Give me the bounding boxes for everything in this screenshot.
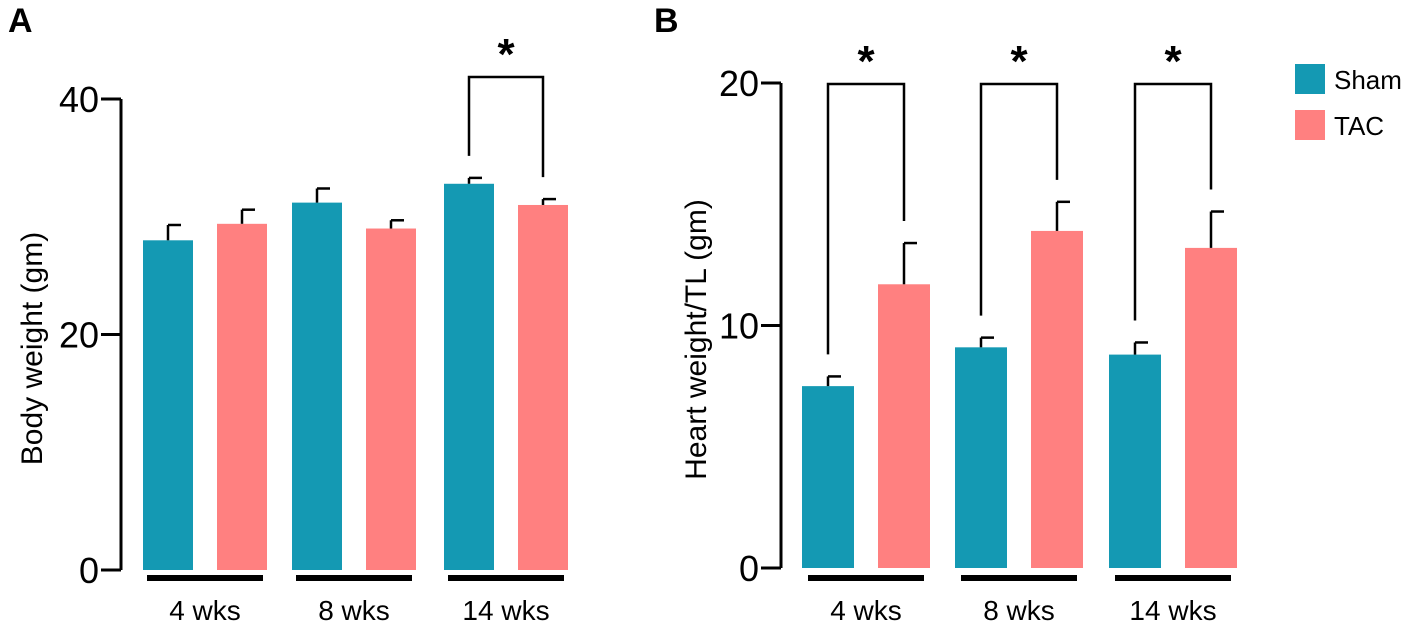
x-group-label: 4 wks <box>830 595 902 623</box>
panel-letter: B <box>654 2 679 40</box>
bar-tac <box>878 284 930 568</box>
y-tick-label: 0 <box>79 550 99 591</box>
panel-a: A 0 20 40 Body weight (gm) 4 wks 8 wks 14 wks * <box>8 2 568 623</box>
y-tick-label: 0 <box>739 548 759 589</box>
x-group-label: 14 wks <box>1129 595 1216 623</box>
bar-sham <box>444 183 494 570</box>
legend-label-tac: TAC <box>1334 111 1384 141</box>
y-tick-label: 20 <box>719 63 759 104</box>
significance-star: * <box>857 37 875 86</box>
bar-tac <box>1031 230 1083 569</box>
y-tick-label: 40 <box>59 79 99 120</box>
x-group-label: 14 wks <box>462 595 549 623</box>
bar-sham <box>292 202 342 570</box>
significance-star: * <box>1010 37 1028 86</box>
significance-bracket <box>1133 82 1213 321</box>
x-group-label: 8 wks <box>983 595 1055 623</box>
bar-sham <box>955 347 1007 568</box>
bar-sham <box>802 386 854 568</box>
x-group-label: 8 wks <box>318 595 390 623</box>
legend-swatch-sham <box>1295 64 1325 94</box>
bar-tac <box>518 204 568 570</box>
y-axis-title: Body weight (gm) <box>16 232 49 465</box>
significance-bracket <box>467 75 545 178</box>
bar-tac <box>1185 247 1237 568</box>
legend-swatch-tac <box>1295 110 1325 140</box>
y-tick-label: 20 <box>59 315 99 356</box>
x-group-label: 4 wks <box>169 595 241 623</box>
panel-b: B 0 10 20 Heart weight/TL (gm) 4 wks * 8 wks * 14… <box>654 2 1237 623</box>
panel-letter: A <box>8 2 33 40</box>
significance-star: * <box>1164 37 1182 86</box>
y-tick-label: 10 <box>719 306 759 347</box>
legend: Sham TAC <box>1295 64 1402 141</box>
bar-tac <box>217 223 267 570</box>
legend-label-sham: Sham <box>1334 65 1402 95</box>
significance-bracket <box>979 82 1059 316</box>
significance-star: * <box>497 30 515 79</box>
bar-tac <box>366 228 416 570</box>
significance-bracket <box>826 82 906 355</box>
bar-sham <box>143 240 193 571</box>
y-axis-title: Heart weight/TL (gm) <box>680 199 713 480</box>
bar-sham <box>1109 354 1161 568</box>
